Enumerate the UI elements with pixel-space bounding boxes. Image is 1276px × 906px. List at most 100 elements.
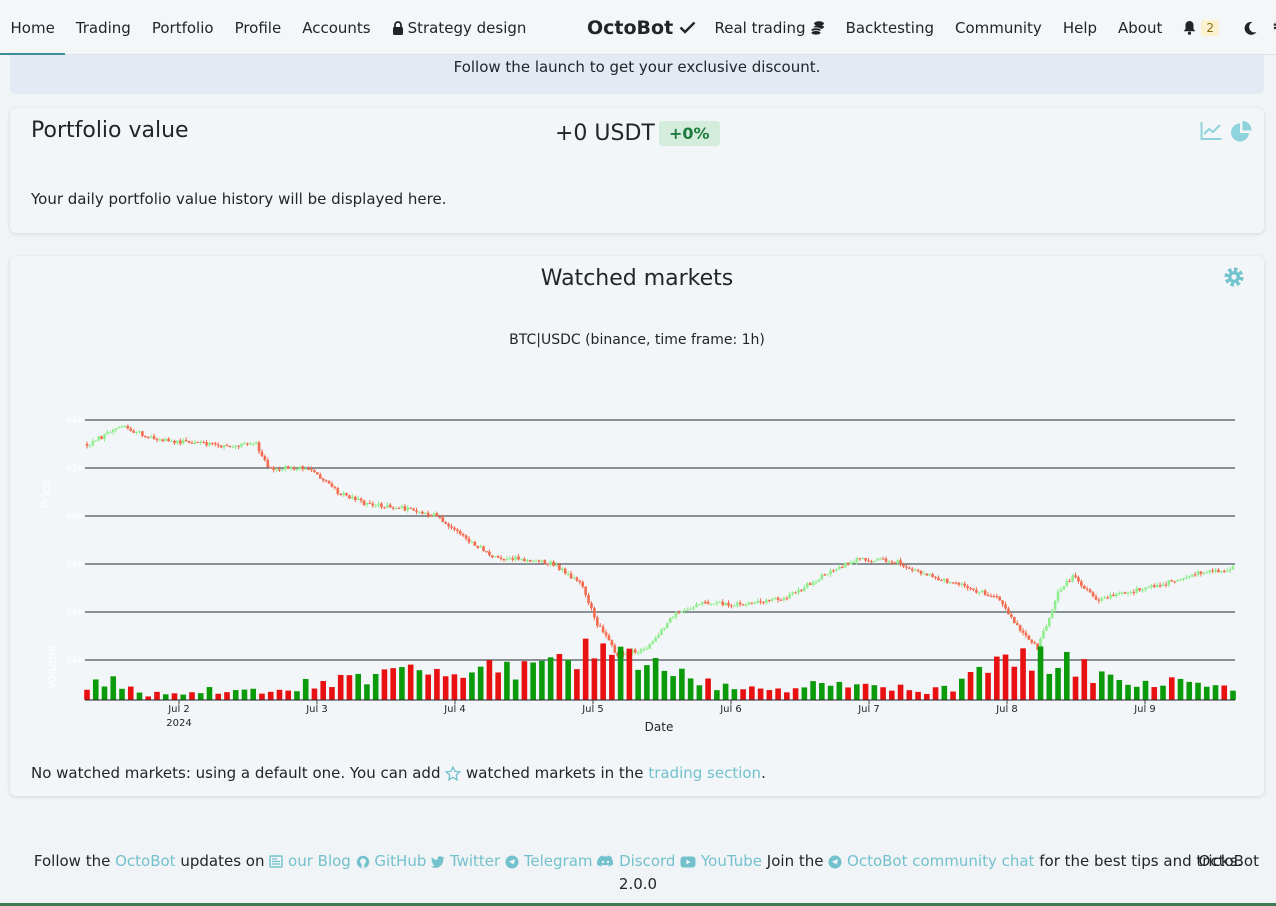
candle-body [782, 598, 786, 601]
footer-discord-link[interactable]: Discord [597, 852, 675, 870]
market-chart[interactable]: BTC|USDC (binance, time frame: 1h) 64k 62… [10, 318, 1264, 742]
volume-bar [381, 669, 388, 700]
volume-bar [1203, 686, 1210, 700]
candle-body [910, 568, 914, 571]
nav-strategy-design[interactable]: Strategy design [381, 0, 537, 55]
candle-body [202, 441, 205, 443]
candle-body [840, 566, 844, 568]
volume-bar [950, 691, 956, 700]
nav-profile[interactable]: Profile [234, 18, 282, 37]
portfolio-value: +0 USDT [555, 121, 655, 146]
candlestick-chart[interactable]: BTC|USDC (binance, time frame: 1h) 64k 62… [10, 318, 1264, 738]
notifications-button[interactable]: 2 [1173, 0, 1230, 55]
nav-accounts[interactable]: Accounts [302, 18, 371, 37]
candle-body [590, 603, 593, 609]
candle-body [715, 602, 719, 604]
candle-body [1027, 635, 1031, 640]
nav-real-trading[interactable]: Real trading [704, 0, 835, 55]
candle-body [1222, 571, 1226, 573]
settings-button[interactable] [1265, 0, 1276, 55]
candle-body [155, 439, 159, 441]
candle-body [318, 474, 322, 479]
candle-body [1120, 592, 1124, 594]
volume-bar [259, 693, 265, 700]
candle-body [817, 579, 821, 582]
candle-body [980, 590, 984, 593]
twitter-icon [431, 855, 445, 868]
candle-body [149, 436, 153, 438]
dark-mode-toggle[interactable] [1230, 0, 1265, 55]
candle-body [794, 592, 797, 594]
check-icon [679, 21, 696, 34]
nav-trading[interactable]: Trading [75, 18, 131, 37]
nav-about[interactable]: About [1118, 18, 1163, 37]
candle-body [908, 567, 911, 569]
pie-chart-icon[interactable] [1230, 121, 1253, 143]
candle-body [1001, 600, 1004, 605]
nav-help[interactable]: Help [1062, 18, 1098, 37]
volume-bar [792, 688, 799, 700]
candle-body [1097, 599, 1101, 601]
candle-body [528, 559, 532, 562]
candle-body [164, 438, 168, 442]
candle-body [689, 608, 692, 610]
candle-body [919, 570, 923, 574]
volume-bar [1011, 666, 1018, 700]
candle-body [855, 558, 859, 563]
candle-body [491, 555, 494, 558]
candle-body [846, 562, 850, 565]
volume-bar [854, 684, 860, 700]
candle-body [1077, 577, 1080, 582]
trading-section-link[interactable]: trading section [648, 764, 762, 782]
brand-logo[interactable]: OctoBot [587, 0, 696, 55]
volume-bar [1133, 686, 1140, 700]
volume-bar [1090, 683, 1096, 700]
footer-community-chat-link[interactable]: OctoBot community chat [828, 852, 1034, 870]
candle-body [248, 443, 252, 445]
volume-bar [784, 692, 790, 700]
candle-body [467, 538, 471, 543]
footer-blog-link[interactable]: our Blog [269, 852, 351, 870]
candle-body [820, 574, 824, 580]
candle-body [832, 570, 835, 572]
markets-settings-button[interactable] [1223, 266, 1245, 292]
footer-github-link[interactable]: GitHub [356, 852, 426, 870]
nav-community[interactable]: Community [954, 18, 1042, 37]
volume-bar [469, 672, 475, 700]
candle-body [368, 502, 372, 504]
candle-body [864, 558, 867, 561]
candle-body [870, 561, 873, 563]
candle-body [709, 603, 713, 605]
candle-body [940, 579, 943, 581]
volume-bar [84, 689, 90, 700]
candle-body [750, 602, 754, 604]
nav-home[interactable]: Home [0, 0, 66, 55]
nav-backtesting[interactable]: Backtesting [845, 18, 934, 37]
telegram-icon [828, 855, 842, 868]
footer-youtube-link[interactable]: YouTube [680, 852, 762, 870]
nav-portfolio[interactable]: Portfolio [151, 18, 214, 37]
volume-bar [215, 693, 222, 700]
line-chart-icon[interactable] [1200, 121, 1222, 141]
candle-body [123, 426, 127, 428]
candle-body [485, 551, 488, 553]
volume-bar [486, 659, 493, 700]
candle-body [138, 431, 141, 433]
candle-body [989, 595, 993, 597]
footer-telegram-link[interactable]: Telegram [505, 852, 593, 870]
candle-body [246, 443, 249, 445]
candle-body [858, 558, 862, 560]
candle-body [170, 440, 173, 442]
footer-twitter-link[interactable]: Twitter [431, 852, 500, 870]
volume-bar [162, 694, 169, 700]
candle-body [873, 560, 876, 562]
volume-bar [819, 683, 825, 700]
candle-body [954, 582, 958, 584]
footer-octobot-link[interactable]: OctoBot [115, 852, 176, 870]
candle-body [526, 559, 529, 562]
candle-body [458, 531, 462, 534]
x-tick-label: Jul 2 [167, 704, 190, 715]
candle-body [1202, 573, 1206, 575]
volume-bar [696, 685, 703, 700]
candle-body [1176, 579, 1179, 582]
